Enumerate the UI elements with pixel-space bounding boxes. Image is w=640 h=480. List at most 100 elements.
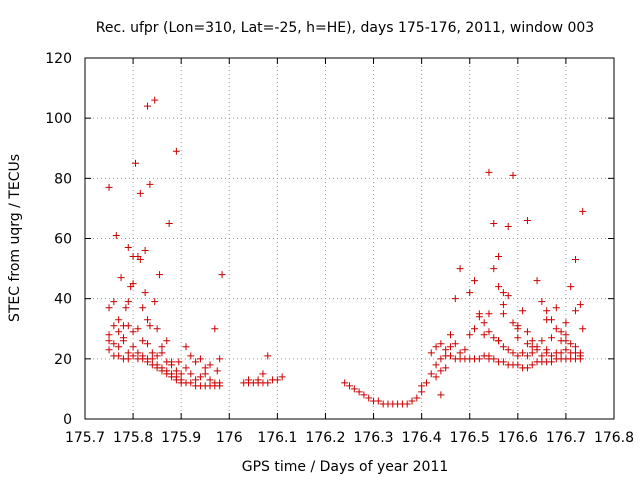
data-point [127,283,135,291]
data-point [117,274,125,282]
data-point [567,283,575,291]
data-point [480,331,488,339]
data-point [490,334,498,342]
data-point [182,364,190,372]
data-point [211,325,219,333]
data-point [163,337,171,345]
data-point [572,307,580,315]
data-point [576,301,584,309]
data-point [485,310,493,318]
data-point [552,304,560,312]
data-point [418,388,426,396]
data-point [144,340,152,348]
x-axis-label: GPS time / Days of year 2011 [242,459,449,475]
data-point [579,207,587,215]
data-point [422,379,430,387]
data-point [110,322,118,330]
data-point [509,319,517,327]
data-point [115,316,123,324]
data-point [254,376,262,384]
data-point [124,298,132,306]
data-point [562,319,570,327]
data-point [182,343,190,351]
data-point [552,325,560,333]
data-point [175,358,183,366]
data-point [562,346,570,354]
data-point [105,346,113,354]
data-point [528,361,536,369]
data-point [572,256,580,264]
data-point [451,295,459,303]
x-tick-label: 176.4 [402,430,442,446]
data-point [131,159,139,167]
data-point [576,349,584,357]
x-tick-label: 176.1 [257,430,297,446]
data-point [156,271,164,279]
data-point [124,355,132,363]
data-point [543,316,551,324]
data-point [466,331,474,339]
data-point [523,364,531,372]
data-point [446,352,454,360]
data-point [495,283,503,291]
data-point [461,346,469,354]
data-point [408,397,416,405]
data-point [278,373,286,381]
data-point [129,328,137,336]
data-point [177,370,185,378]
data-point [442,346,450,354]
data-point [514,322,522,330]
data-point [158,343,166,351]
data-point [216,382,224,390]
data-point [341,379,349,387]
data-point [456,349,464,357]
data-point [139,352,147,360]
data-point [177,379,185,387]
data-point [151,298,159,306]
data-point [528,343,536,351]
data-point [504,292,512,300]
data-point [146,322,154,330]
data-point [475,310,483,318]
data-point [168,361,176,369]
data-point [547,352,555,360]
data-point [437,367,445,375]
data-point [499,358,507,366]
chart-title: Rec. ufpr (Lon=310, Lat=-25, h=HE), days… [96,20,594,36]
data-points [105,96,587,408]
data-point [509,171,517,179]
data-point [346,382,353,390]
data-point [523,352,531,360]
data-point [172,147,180,155]
x-tick-label: 175.9 [161,430,201,446]
x-tick-label: 176.6 [498,430,538,446]
data-point [432,343,440,351]
data-point [514,352,522,360]
data-point [567,340,575,348]
y-tick-label: 100 [45,111,72,127]
x-tick-label: 176 [216,430,243,446]
data-point [579,325,587,333]
data-point [523,340,531,348]
data-point [547,334,555,342]
data-point [187,352,195,360]
data-point [485,328,493,336]
data-point [264,379,272,387]
data-point [115,352,123,360]
data-point [196,355,204,363]
data-point [187,370,195,378]
data-point [141,247,149,255]
x-tick-label: 175.8 [113,430,153,446]
data-point [124,322,132,330]
data-point [201,370,209,378]
data-point [124,244,132,252]
data-point [499,343,507,351]
data-point [134,325,142,333]
data-point [158,349,166,357]
data-point [216,355,224,363]
y-tick-label: 60 [54,232,72,248]
data-point [172,367,180,375]
data-point [153,352,161,360]
y-tick-label: 80 [54,171,72,187]
